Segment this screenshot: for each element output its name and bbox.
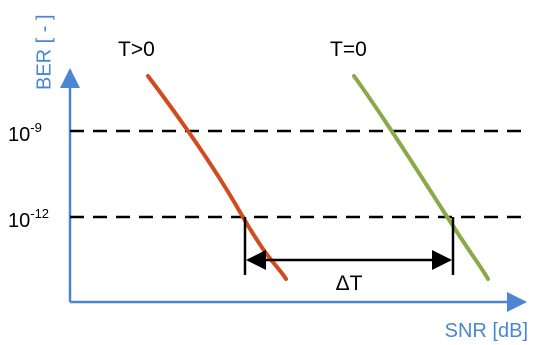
x-axis-label: SNR [dB] — [445, 320, 528, 342]
curve-label-t-greater-than-zero: T>0 — [118, 38, 155, 61]
curve-t-greater-than-zero — [146, 74, 288, 281]
ber-level-label-1: 10-9 — [8, 120, 42, 146]
curve-label-t-equals-zero: T=0 — [330, 38, 367, 61]
y-axis-label: BER [ - ] — [33, 14, 55, 90]
delta-label: ΔT — [336, 272, 363, 295]
ber-level-label-2: 10-12 — [8, 206, 49, 232]
curve-t-equals-zero — [352, 74, 490, 281]
